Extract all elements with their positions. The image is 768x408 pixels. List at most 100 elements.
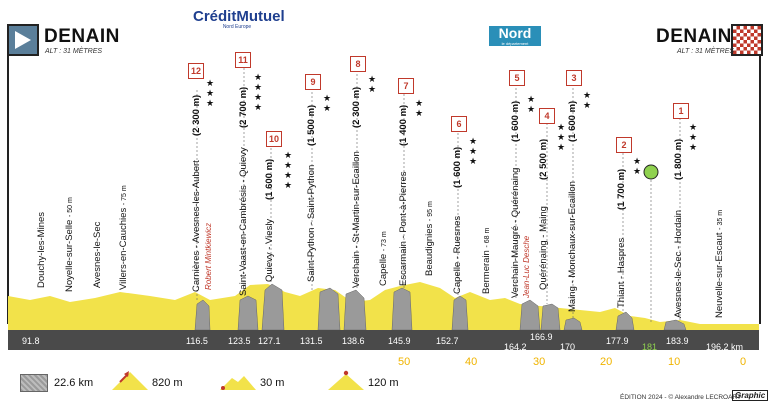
cobble-4 <box>540 303 561 331</box>
town-alt: - 50 m <box>67 197 74 218</box>
mid-climb-icon <box>328 370 364 390</box>
sprint-km: 181 <box>642 342 658 352</box>
town-villers: Villers-en-Cauchies - 75 m <box>118 185 129 290</box>
difficulty-star-icon: ★ <box>632 157 642 167</box>
sector-length-1: (1 800 m) <box>673 138 684 180</box>
start-alt: ALT : 31 MÈTRES <box>45 48 103 55</box>
km-mark: 123.5 <box>228 336 251 346</box>
sector-badge-10: 10 <box>266 131 282 147</box>
legend-small-climb: 30 m <box>260 377 285 389</box>
km-mark: 127.1 <box>258 336 281 346</box>
finish-flag <box>731 24 763 56</box>
km-mark: 152.7 <box>436 336 459 346</box>
remaining-km: 10 <box>668 356 681 368</box>
difficulty-star-icon: ★ <box>556 123 566 133</box>
km-band <box>8 330 759 350</box>
difficulty-star-icon: ★ <box>468 137 478 147</box>
km-mark: 170 <box>560 342 576 352</box>
km-mark: 166.9 <box>530 332 553 342</box>
town-capelle: Capelle - 73 m <box>378 231 389 286</box>
sprint-icon <box>643 164 659 180</box>
finish-city: DENAIN <box>656 26 732 47</box>
town-bermerain: Bermerain - 68 m <box>481 228 492 294</box>
town-beaudignies: Beaudignies - 95 m <box>424 201 435 276</box>
sector-name-4: Quérénaing - Maing <box>538 206 549 290</box>
town-name: Bermerain <box>481 250 492 294</box>
town-alt: - 95 m <box>427 201 434 222</box>
sector-badge-11: 11 <box>235 52 251 68</box>
guide-lines <box>196 60 681 322</box>
town-name: Douchy-les-Mines <box>36 211 47 288</box>
sector-length-8: (2 300 m) <box>351 86 362 128</box>
km-mark: 116.5 <box>186 336 208 346</box>
difficulty-star-icon: ★ <box>283 151 293 161</box>
sector-length-4: (2 500 m) <box>538 138 549 180</box>
rider-name-2: Jean-Luc Desche <box>522 235 531 298</box>
difficulty-star-icon: ★ <box>253 103 263 113</box>
difficulty-star-icon: ★ <box>526 95 536 105</box>
cobble-5 <box>519 299 541 331</box>
play-icon <box>15 31 31 49</box>
remaining-km: 30 <box>533 356 546 368</box>
difficulty-star-icon: ★ <box>253 83 263 93</box>
cobble-legend-icon <box>20 374 48 392</box>
town-neuvelle: Neuvelle-sur-Escaut - 35 m <box>714 210 725 318</box>
sector-name-6: Capelle - Ruesnes <box>452 215 463 294</box>
sector-length-2: (1 700 m) <box>616 168 627 210</box>
km-mark: 177.9 <box>606 336 629 346</box>
start-flag-pole <box>7 24 9 324</box>
credit-text: ÉDITION 2024 - © Alexandre LECROART <box>620 394 741 401</box>
sector-name-12: Carnières - Avesnes-les-Aubert <box>191 160 202 292</box>
town-name: Capelle <box>378 253 389 286</box>
sector-badge-4: 4 <box>539 108 555 124</box>
difficulty-star-icon: ★ <box>205 79 215 89</box>
nord-name: Nord <box>498 25 532 41</box>
difficulty-star-icon: ★ <box>367 85 377 95</box>
town-name: Villers-en-Cauchies <box>118 207 129 290</box>
difficulty-star-icon: ★ <box>468 157 478 167</box>
sector-badge-3: 3 <box>566 70 582 86</box>
sector-badge-8: 8 <box>350 56 366 72</box>
sector-name-7: Escarmain - Pont-à-Pierres <box>398 171 409 286</box>
legend-mid-climb: 120 m <box>368 377 399 389</box>
difficulty-star-icon: ★ <box>205 89 215 99</box>
town-alt: - 35 m <box>717 209 724 230</box>
finish-alt: ALT : 31 MÈTRES <box>677 48 735 55</box>
difficulty-star-icon: ★ <box>556 143 566 153</box>
sector-badge-6: 6 <box>451 116 467 132</box>
difficulty-star-icon: ★ <box>283 161 293 171</box>
difficulty-star-icon: ★ <box>414 109 424 119</box>
sector-badge-7: 7 <box>398 78 414 94</box>
km-mark: 183.9 <box>666 336 689 346</box>
sector-name-2: Thiant - Haspres <box>616 237 627 308</box>
sponsor-nord: Nord le département <box>489 26 541 46</box>
town-name: Avesnes-le-Sec <box>92 221 103 288</box>
sector-badge-12: 12 <box>188 63 204 79</box>
sector-name-10: Quievy - Viesly <box>264 218 275 282</box>
km-mark: 131.5 <box>300 336 323 346</box>
sector-length-10: (1 600 m) <box>264 158 275 200</box>
difficulty-star-icon: ★ <box>322 104 332 114</box>
nord-sub: le département <box>501 41 529 46</box>
sector-name-9: Saint-Python - Saint-Python <box>306 164 317 282</box>
difficulty-star-icon: ★ <box>253 73 263 83</box>
sector-badge-2: 2 <box>616 137 632 153</box>
cobble-11 <box>237 295 259 331</box>
difficulty-star-icon: ★ <box>414 99 424 109</box>
remaining-km: 0 <box>740 356 747 368</box>
difficulty-star-icon: ★ <box>283 181 293 191</box>
sector-badge-5: 5 <box>509 70 525 86</box>
cobble-7 <box>391 287 413 331</box>
difficulty-star-icon: ★ <box>526 105 536 115</box>
remaining-km: 50 <box>398 356 411 368</box>
difficulty-star-icon: ★ <box>322 94 332 104</box>
km-mark: 164.2 <box>504 342 527 352</box>
sponsor-credit-mutuel: CréditMutuel Nord Europe <box>193 8 285 30</box>
difficulty-star-icon: ★ <box>582 101 592 111</box>
town-alt: - 75 m <box>121 185 128 206</box>
sector-name-8: Verchain - St-Martin-sur-Ecaillon <box>351 151 362 288</box>
sector-badge-1: 1 <box>673 103 689 119</box>
cobble-8 <box>343 289 367 331</box>
difficulty-star-icon: ★ <box>283 171 293 181</box>
sector-name-1: Avesnes-le-Sec - Hordain <box>673 209 684 318</box>
